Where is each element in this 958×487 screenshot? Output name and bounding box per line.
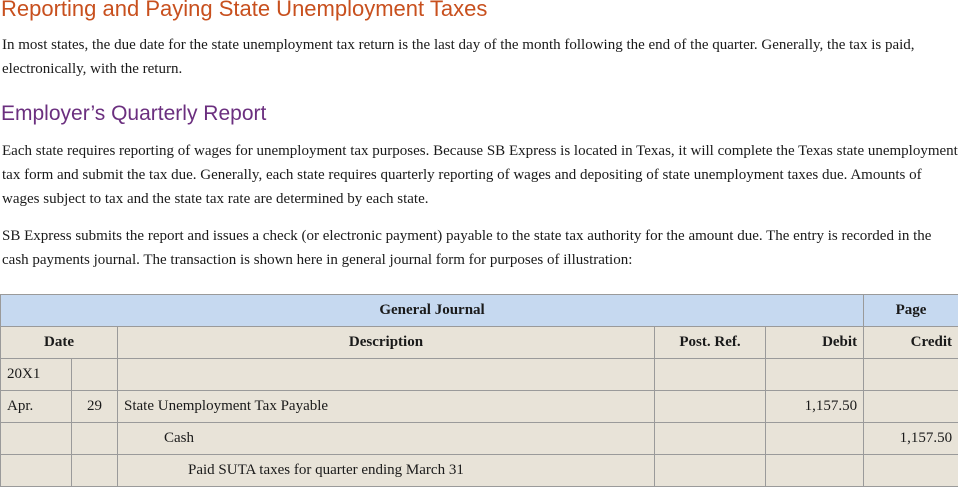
subsection-heading: Employer’s Quarterly Report (1, 102, 266, 126)
post-ref-cell (655, 391, 766, 423)
date-day-cell (72, 359, 118, 391)
table-row: Paid SUTA taxes for quarter ending March… (1, 455, 958, 487)
post-ref-cell (655, 455, 766, 487)
description-cell: Paid SUTA taxes for quarter ending March… (118, 455, 655, 487)
debit-header: Debit (766, 327, 864, 359)
description-cell: State Unemployment Tax Payable (118, 391, 655, 423)
debit-cell: 1,157.50 (766, 391, 864, 423)
journal-page-label: Page (864, 295, 958, 327)
credit-cell (864, 455, 958, 487)
table-row: Cash 1,157.50 (1, 423, 958, 455)
credit-cell (864, 391, 958, 423)
section-heading: Reporting and Paying State Unemployment … (1, 0, 487, 22)
post-ref-cell (655, 423, 766, 455)
journal-title: General Journal (1, 295, 864, 327)
date-header: Date (1, 327, 118, 359)
date-month-cell (1, 423, 72, 455)
description-cell: Cash (118, 423, 655, 455)
description-header: Description (118, 327, 655, 359)
date-day-cell (72, 423, 118, 455)
date-month-cell: 20X1 (1, 359, 72, 391)
journal-title-row: General Journal Page (1, 295, 958, 327)
debit-cell (766, 359, 864, 391)
intro-paragraph: In most states, the due date for the sta… (2, 33, 958, 81)
credit-cell: 1,157.50 (864, 423, 958, 455)
general-journal-table: General Journal Page Date Description Po… (0, 294, 958, 487)
post-ref-cell (655, 359, 766, 391)
date-month-cell (1, 455, 72, 487)
payment-paragraph: SB Express submits the report and issues… (2, 224, 958, 272)
date-day-cell: 29 (72, 391, 118, 423)
journal-header-row: Date Description Post. Ref. Debit Credit (1, 327, 958, 359)
description-cell (118, 359, 655, 391)
table-row: Apr. 29 State Unemployment Tax Payable 1… (1, 391, 958, 423)
date-month-cell: Apr. (1, 391, 72, 423)
credit-cell (864, 359, 958, 391)
credit-header: Credit (864, 327, 958, 359)
table-row: 20X1 (1, 359, 958, 391)
debit-cell (766, 423, 864, 455)
debit-cell (766, 455, 864, 487)
date-day-cell (72, 455, 118, 487)
post-ref-header: Post. Ref. (655, 327, 766, 359)
report-paragraph: Each state requires reporting of wages f… (2, 139, 958, 211)
